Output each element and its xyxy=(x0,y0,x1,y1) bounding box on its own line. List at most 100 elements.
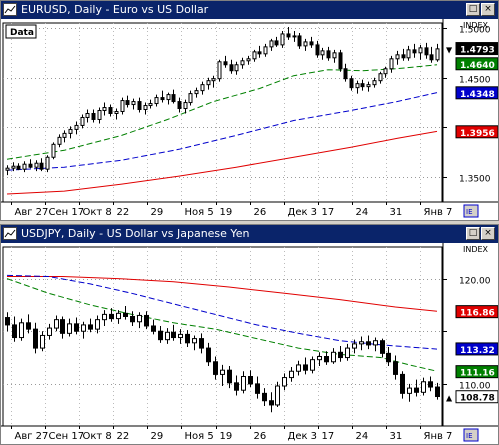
candle-body xyxy=(352,343,357,349)
candle-body xyxy=(280,33,285,46)
data-label-box xyxy=(5,24,37,39)
price-tag-label: 108.78 xyxy=(460,394,495,404)
candle-body xyxy=(310,359,315,371)
candle-body xyxy=(26,322,31,330)
candle-body xyxy=(389,58,394,70)
price-tag xyxy=(455,342,498,356)
candle-body xyxy=(421,381,426,393)
y-tick-label: 1.4500 xyxy=(459,76,491,86)
price-tag-label: 116.86 xyxy=(460,309,495,319)
window-titlebar[interactable]: EURUSD, Daily - Euro vs US Dollar □ × xyxy=(1,1,498,19)
candle-body xyxy=(47,327,52,336)
candle-body xyxy=(324,356,329,363)
candle-body xyxy=(200,84,205,92)
price-tag-label: 1.4640 xyxy=(460,61,495,71)
candle-body xyxy=(378,73,383,82)
price-tag xyxy=(455,125,498,139)
candle-body xyxy=(199,338,204,349)
close-button[interactable]: × xyxy=(481,3,495,16)
window-title: USDJPY, Daily - US Dollar vs Japanese Ye… xyxy=(21,227,250,240)
candle-body xyxy=(326,50,331,59)
candle-body xyxy=(400,373,405,394)
candle-body xyxy=(80,116,85,126)
candle-body xyxy=(5,317,10,326)
candle-body xyxy=(366,341,371,346)
candle-body xyxy=(177,101,182,110)
maximize-button[interactable]: □ xyxy=(466,3,480,16)
candle-body xyxy=(192,338,197,344)
price-tag xyxy=(455,42,498,56)
candle-body xyxy=(292,35,297,38)
window-title: EURUSD, Daily - Euro vs US Dollar xyxy=(21,3,209,16)
moving-average-blue xyxy=(6,274,438,350)
candle-body xyxy=(412,49,417,54)
candle-body xyxy=(137,314,142,323)
candle-body xyxy=(252,51,257,60)
candle-body xyxy=(183,102,188,110)
price-tag-label: 1.4793 xyxy=(460,46,495,56)
candle-body xyxy=(108,107,113,114)
candle-body xyxy=(33,328,38,349)
price-marker-icon: ▲ xyxy=(446,394,453,403)
y-tick-label: 110.00 xyxy=(459,382,491,392)
candle-body xyxy=(414,387,419,393)
window-titlebar[interactable]: USDJPY, Daily - US Dollar vs Japanese Ye… xyxy=(1,225,498,243)
price-tag-label: 113.32 xyxy=(460,346,495,356)
candle-body xyxy=(338,52,343,70)
chart-window-usdjpy[interactable]: USDJPY, Daily - US Dollar vs Japanese Ye… xyxy=(0,224,499,445)
candle-body xyxy=(123,312,128,317)
x-tick-label: 17 xyxy=(322,207,335,218)
x-tick-label: Сен 17 xyxy=(49,431,85,442)
chart-window-eurusd[interactable]: EURUSD, Daily - Euro vs US Dollar □ × 1.… xyxy=(0,0,499,221)
candle-body xyxy=(74,124,79,130)
candle-body xyxy=(95,319,100,330)
candle-body xyxy=(68,128,73,134)
x-tick-label: Ноя 5 xyxy=(185,207,214,218)
candle-body xyxy=(213,361,218,375)
index-label: INDEX xyxy=(463,21,489,30)
data-label: Data xyxy=(10,28,34,38)
price-tag-label: 111.16 xyxy=(460,369,495,379)
candle-body xyxy=(19,322,24,339)
y-tick-label: 1.3500 xyxy=(459,175,491,185)
candle-body xyxy=(160,97,165,101)
candle-body xyxy=(220,369,225,375)
scale-settings-button[interactable] xyxy=(463,428,479,442)
candle-body xyxy=(194,90,199,95)
x-tick-label: Янв 7 xyxy=(424,431,453,442)
candle-body xyxy=(234,64,239,72)
x-tick-label: 31 xyxy=(390,431,403,442)
candle-body xyxy=(81,324,86,332)
candle-body xyxy=(60,319,65,334)
candle-body xyxy=(16,165,21,170)
maximize-button[interactable]: □ xyxy=(466,227,480,240)
plot-area xyxy=(2,246,443,427)
candle-body xyxy=(360,83,365,88)
x-tick-label: 29 xyxy=(151,207,164,218)
candle-body xyxy=(386,352,391,363)
moving-average-red xyxy=(7,276,438,312)
candle-body xyxy=(309,41,314,46)
candle-body xyxy=(366,84,371,88)
candle-body xyxy=(85,112,90,118)
candle-body xyxy=(406,49,411,59)
x-tick-label: 26 xyxy=(254,431,267,442)
candle-body xyxy=(5,167,10,171)
candle-body xyxy=(424,47,429,56)
close-button[interactable]: × xyxy=(481,227,495,240)
candle-body xyxy=(331,351,336,363)
x-tick-label: Авг 27 xyxy=(15,207,49,218)
x-tick-label: Янв 7 xyxy=(424,207,453,218)
settings-icon: IE xyxy=(466,208,473,216)
y-tick-label: 1.5000 xyxy=(459,26,491,36)
scale-settings-button[interactable] xyxy=(463,204,479,218)
candle-body xyxy=(255,383,260,394)
candle-body xyxy=(125,100,130,106)
price-tag xyxy=(455,365,498,379)
x-tick-label: Дек 3 xyxy=(288,207,318,218)
candle-body xyxy=(57,136,62,145)
candle-body xyxy=(11,165,16,169)
candle-body xyxy=(297,35,302,47)
